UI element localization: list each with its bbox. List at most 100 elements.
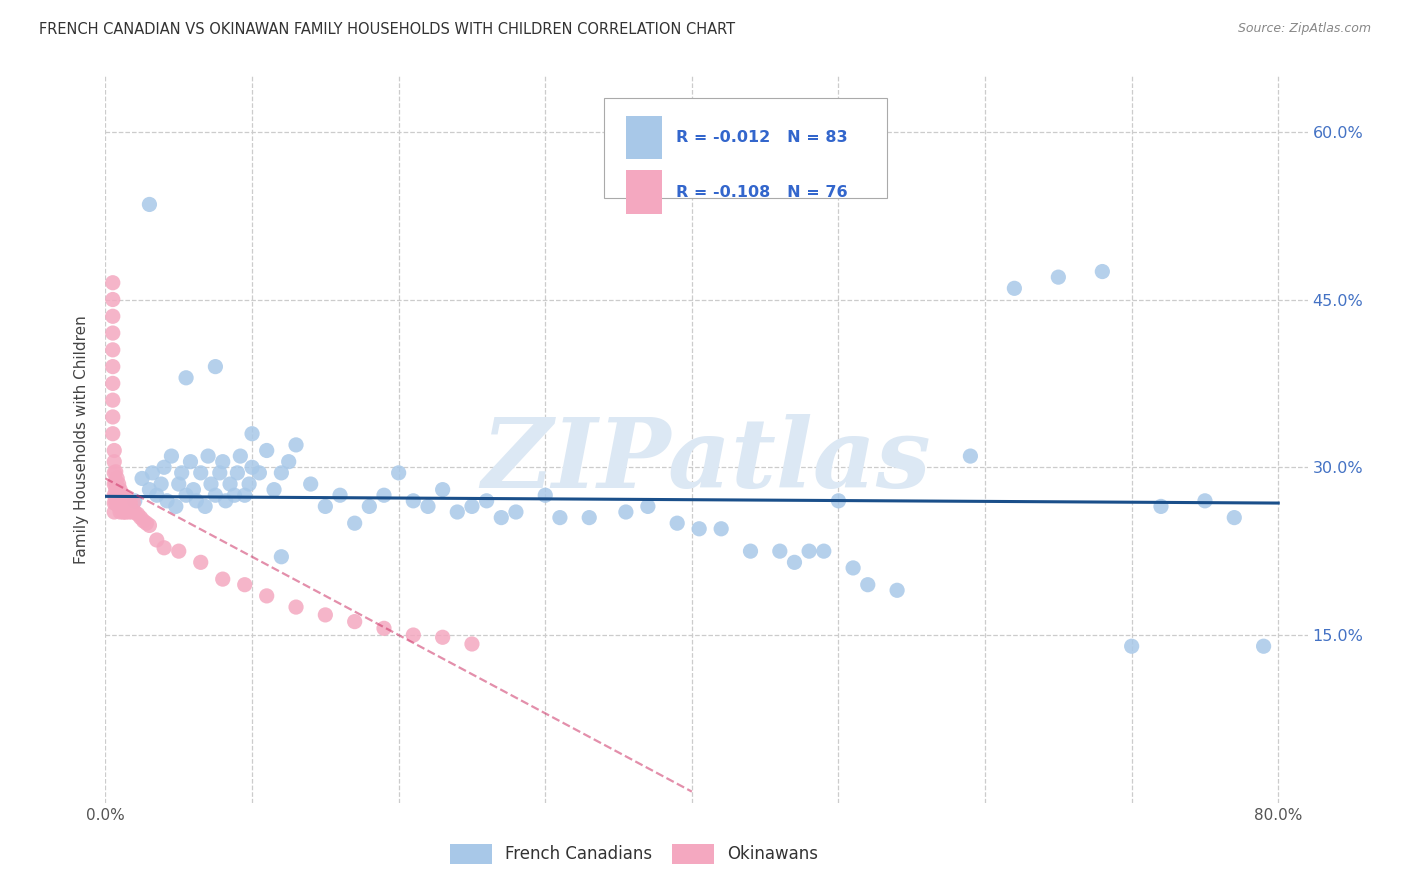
French Canadians xyxy=(240,460,263,475)
French Canadians xyxy=(797,544,820,558)
Okinawans xyxy=(101,343,124,357)
Okinawans xyxy=(104,465,127,479)
French Canadians xyxy=(256,443,278,458)
Okinawans xyxy=(211,572,233,586)
Okinawans xyxy=(432,630,454,644)
French Canadians xyxy=(208,466,231,480)
Okinawans xyxy=(104,477,127,491)
French Canadians xyxy=(432,483,454,497)
FancyBboxPatch shape xyxy=(605,97,887,198)
Okinawans xyxy=(114,505,136,519)
Okinawans xyxy=(107,500,129,514)
Okinawans xyxy=(103,443,125,458)
French Canadians xyxy=(170,466,193,480)
French Canadians xyxy=(174,371,197,385)
French Canadians xyxy=(769,544,792,558)
French Canadians xyxy=(1150,500,1173,514)
French Canadians xyxy=(359,500,381,514)
French Canadians xyxy=(138,483,160,497)
Okinawans xyxy=(145,533,167,547)
French Canadians xyxy=(842,561,865,575)
Okinawans xyxy=(115,496,138,510)
French Canadians xyxy=(1091,264,1114,278)
French Canadians xyxy=(179,455,201,469)
French Canadians xyxy=(666,516,689,531)
Okinawans xyxy=(117,491,139,506)
Okinawans xyxy=(105,471,128,485)
Okinawans xyxy=(103,488,125,502)
French Canadians xyxy=(138,197,160,211)
Y-axis label: Family Households with Children: Family Households with Children xyxy=(75,315,90,564)
Okinawans xyxy=(285,600,308,615)
Okinawans xyxy=(103,505,125,519)
Okinawans xyxy=(373,621,395,635)
French Canadians xyxy=(299,477,322,491)
French Canadians xyxy=(1223,510,1246,524)
Okinawans xyxy=(108,505,131,519)
Okinawans xyxy=(103,477,125,491)
Okinawans xyxy=(104,483,127,497)
Legend: French Canadians, Okinawans: French Canadians, Okinawans xyxy=(444,837,825,871)
Okinawans xyxy=(101,326,124,340)
Okinawans xyxy=(107,491,129,506)
French Canadians xyxy=(194,500,217,514)
Okinawans xyxy=(124,505,146,519)
French Canadians xyxy=(475,493,498,508)
Okinawans xyxy=(108,483,131,497)
Text: R = -0.012   N = 83: R = -0.012 N = 83 xyxy=(676,130,848,145)
French Canadians xyxy=(224,488,246,502)
French Canadians xyxy=(240,426,263,441)
Okinawans xyxy=(104,474,127,488)
French Canadians xyxy=(204,359,226,374)
French Canadians xyxy=(1002,281,1025,295)
French Canadians xyxy=(270,466,292,480)
French Canadians xyxy=(160,449,183,463)
French Canadians xyxy=(416,500,439,514)
French Canadians xyxy=(153,460,176,475)
French Canadians xyxy=(183,483,205,497)
Okinawans xyxy=(120,496,142,510)
French Canadians xyxy=(329,488,352,502)
Okinawans xyxy=(153,541,176,555)
French Canadians xyxy=(373,488,395,502)
French Canadians xyxy=(174,488,197,502)
Okinawans xyxy=(129,510,152,524)
Okinawans xyxy=(104,496,127,510)
French Canadians xyxy=(578,510,600,524)
French Canadians xyxy=(388,466,411,480)
Okinawans xyxy=(132,514,155,528)
French Canadians xyxy=(1047,270,1070,285)
French Canadians xyxy=(856,578,879,592)
Okinawans xyxy=(343,615,366,629)
French Canadians xyxy=(131,471,153,485)
French Canadians xyxy=(124,493,146,508)
French Canadians xyxy=(446,505,468,519)
Okinawans xyxy=(101,393,124,408)
French Canadians xyxy=(197,449,219,463)
Okinawans xyxy=(105,488,128,502)
Text: R = -0.108   N = 76: R = -0.108 N = 76 xyxy=(676,185,848,200)
Okinawans xyxy=(108,491,131,506)
Okinawans xyxy=(110,496,132,510)
French Canadians xyxy=(783,555,806,569)
French Canadians xyxy=(233,488,256,502)
Okinawans xyxy=(103,496,125,510)
Okinawans xyxy=(138,518,160,533)
Okinawans xyxy=(127,508,149,522)
French Canadians xyxy=(285,438,308,452)
French Canadians xyxy=(263,483,285,497)
French Canadians xyxy=(204,488,226,502)
French Canadians xyxy=(277,455,299,469)
French Canadians xyxy=(614,505,637,519)
French Canadians xyxy=(343,516,366,531)
French Canadians xyxy=(534,488,557,502)
French Canadians xyxy=(270,549,292,564)
Bar xyxy=(626,170,662,214)
Okinawans xyxy=(101,409,124,424)
French Canadians xyxy=(186,493,208,508)
Text: Source: ZipAtlas.com: Source: ZipAtlas.com xyxy=(1237,22,1371,36)
Okinawans xyxy=(105,480,128,494)
Okinawans xyxy=(101,376,124,391)
Okinawans xyxy=(110,496,132,510)
French Canadians xyxy=(150,477,173,491)
